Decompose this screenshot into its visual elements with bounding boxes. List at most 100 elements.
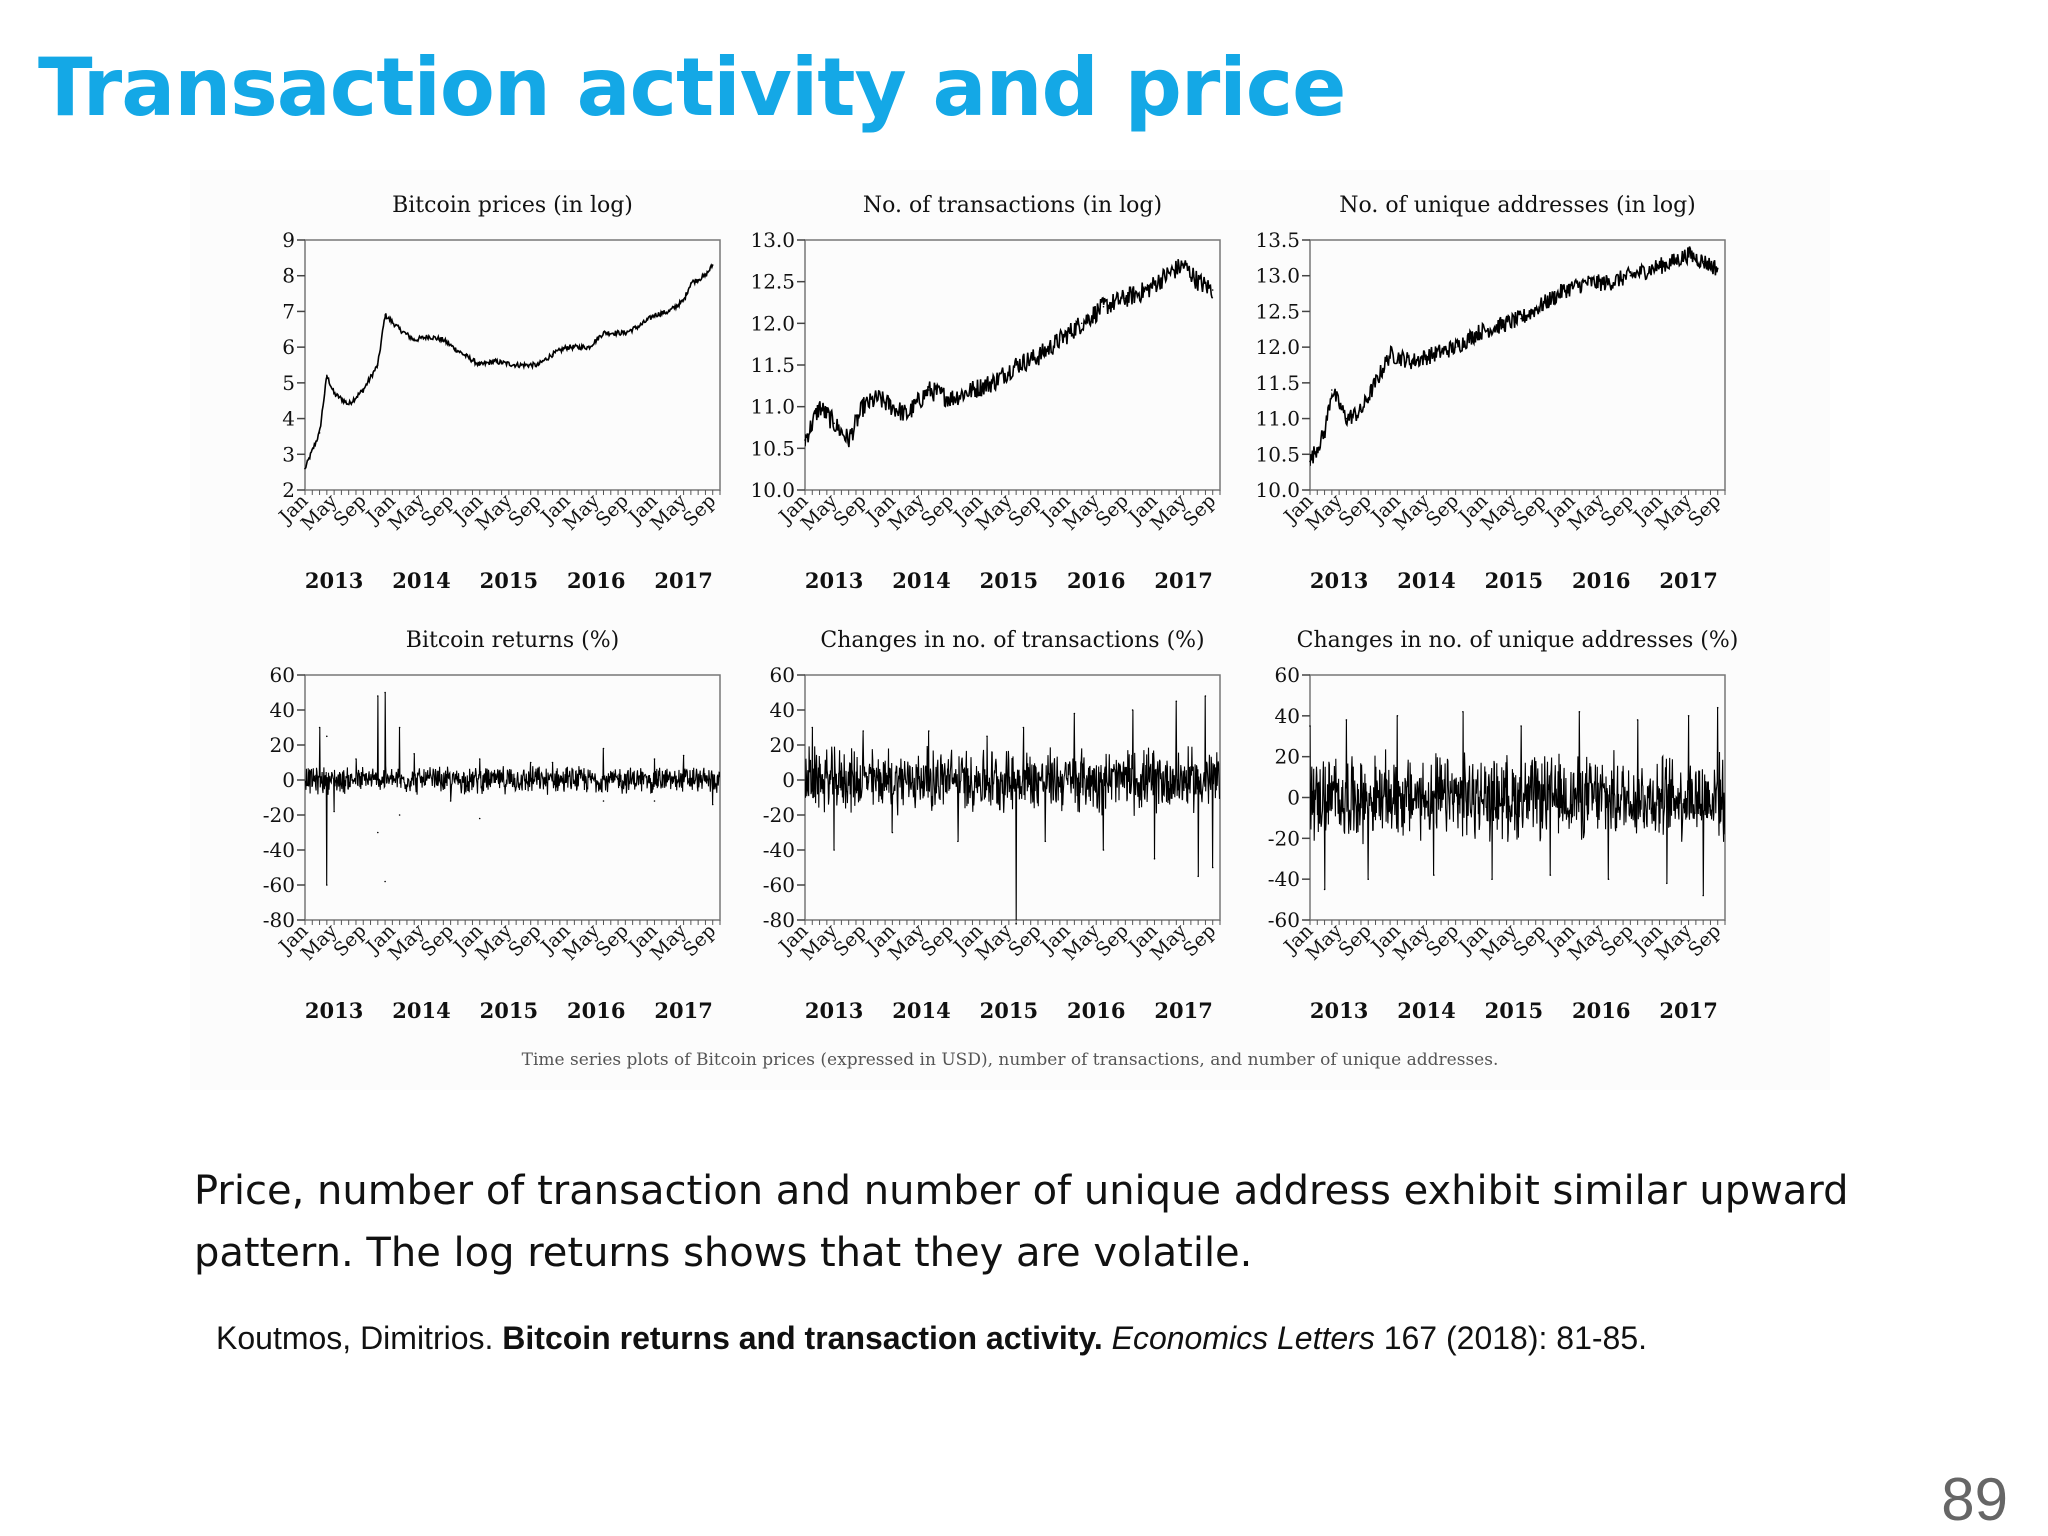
y-tick-label: 12.5 — [1255, 299, 1300, 323]
data-point — [1102, 849, 1105, 851]
data-point — [1015, 364, 1017, 366]
x-year-label: 2015 — [1485, 998, 1543, 1023]
x-year-label: 2013 — [805, 568, 863, 593]
y-tick-label: 0 — [782, 768, 795, 792]
data-point — [711, 264, 714, 266]
data-point — [993, 380, 996, 383]
series-line — [805, 259, 1214, 448]
x-year-label: 2017 — [1659, 568, 1717, 593]
citation-paper-title: Bitcoin returns and transaction activity… — [502, 1320, 1103, 1356]
data-point — [1323, 888, 1326, 891]
data-point — [818, 405, 821, 408]
y-tick-label: -20 — [763, 803, 795, 827]
x-year-label: 2015 — [980, 568, 1038, 593]
y-tick-label: 5 — [282, 371, 295, 395]
data-point — [668, 310, 670, 313]
x-year-label: 2017 — [654, 998, 712, 1023]
x-year-label: 2017 — [1154, 568, 1212, 593]
data-point — [326, 735, 328, 738]
summary-text: Price, number of transaction and number … — [194, 1168, 1849, 1276]
data-point — [1360, 410, 1362, 413]
y-tick-label: 11.5 — [750, 353, 795, 377]
page-number: 89 — [1941, 1466, 2008, 1533]
data-point — [398, 726, 401, 729]
data-point — [347, 403, 350, 406]
x-month-label: Sep — [679, 920, 720, 961]
data-point — [1197, 280, 1199, 283]
data-point — [1716, 706, 1719, 709]
y-tick-label: 10.5 — [750, 436, 795, 460]
data-point — [529, 761, 532, 764]
y-tick-label: 0 — [1287, 786, 1300, 810]
chart-4: Bitcoin returns (%)-80-60-40-200204060Ja… — [263, 628, 721, 1023]
y-tick-label: -80 — [763, 908, 795, 932]
chart-title: Changes in no. of unique addresses (%) — [1297, 628, 1739, 653]
data-point — [1345, 719, 1348, 721]
data-point — [653, 758, 656, 760]
chart-title: Bitcoin returns (%) — [406, 628, 619, 653]
data-point — [1059, 339, 1061, 341]
data-point — [1367, 878, 1369, 880]
data-point — [1073, 712, 1076, 715]
x-year-label: 2016 — [1572, 568, 1630, 593]
x-year-label: 2013 — [1310, 998, 1368, 1023]
x-year-label: 2013 — [1310, 568, 1368, 593]
data-point — [1022, 726, 1025, 729]
data-point — [602, 332, 605, 334]
data-point — [804, 439, 806, 441]
citation-details: 167 (2018): 81-85. — [1383, 1320, 1647, 1356]
series-line — [305, 692, 720, 886]
y-tick-label: -40 — [1268, 867, 1300, 891]
data-point — [398, 328, 401, 331]
y-tick-label: 11.0 — [750, 395, 795, 419]
data-point — [1498, 324, 1501, 327]
data-point — [1673, 260, 1675, 263]
y-tick-label: 40 — [1275, 704, 1300, 728]
series-line — [1310, 707, 1725, 896]
data-point — [624, 332, 627, 334]
y-tick-label: 10.5 — [1255, 442, 1300, 466]
series-line — [305, 263, 714, 469]
data-point — [537, 364, 539, 366]
data-point — [1182, 264, 1185, 266]
data-point — [847, 439, 850, 441]
data-point — [1204, 695, 1207, 697]
citation-journal: Economics Letters — [1111, 1320, 1375, 1356]
y-tick-label: -80 — [263, 908, 295, 932]
x-year-label: 2013 — [305, 998, 363, 1023]
data-point — [1146, 289, 1148, 291]
y-tick-label: 12.0 — [1255, 335, 1300, 359]
series-line — [805, 695, 1220, 920]
x-year-label: 2013 — [805, 998, 863, 1023]
data-point — [1433, 874, 1435, 876]
y-tick-label: 7 — [282, 299, 295, 323]
data-point — [811, 726, 814, 729]
y-tick-label: 9 — [282, 228, 295, 252]
x-year-label: 2014 — [892, 998, 950, 1023]
chart-title: Bitcoin prices (in log) — [392, 193, 633, 218]
data-point — [928, 730, 930, 732]
data-point — [877, 397, 879, 400]
y-tick-label: 13.5 — [1255, 228, 1300, 252]
y-tick-label: 10.0 — [1255, 478, 1300, 502]
data-point — [1345, 417, 1348, 420]
y-tick-label: 10.0 — [750, 478, 795, 502]
x-year-label: 2015 — [1485, 568, 1543, 593]
data-point — [928, 389, 930, 391]
data-point — [1454, 346, 1457, 348]
data-point — [1309, 460, 1311, 463]
chart-title: Changes in no. of transactions (%) — [820, 628, 1204, 653]
data-point — [1396, 715, 1399, 717]
data-point — [986, 735, 988, 738]
data-point — [413, 753, 415, 755]
data-point — [1636, 719, 1639, 721]
data-point — [384, 691, 386, 694]
data-point — [1411, 360, 1413, 363]
y-tick-label: 60 — [770, 663, 795, 687]
data-point — [891, 831, 894, 834]
data-point — [1687, 715, 1690, 717]
data-point — [1323, 432, 1326, 434]
data-point — [682, 299, 685, 302]
data-point — [1549, 874, 1552, 876]
chart-title: No. of transactions (in log) — [863, 193, 1162, 218]
